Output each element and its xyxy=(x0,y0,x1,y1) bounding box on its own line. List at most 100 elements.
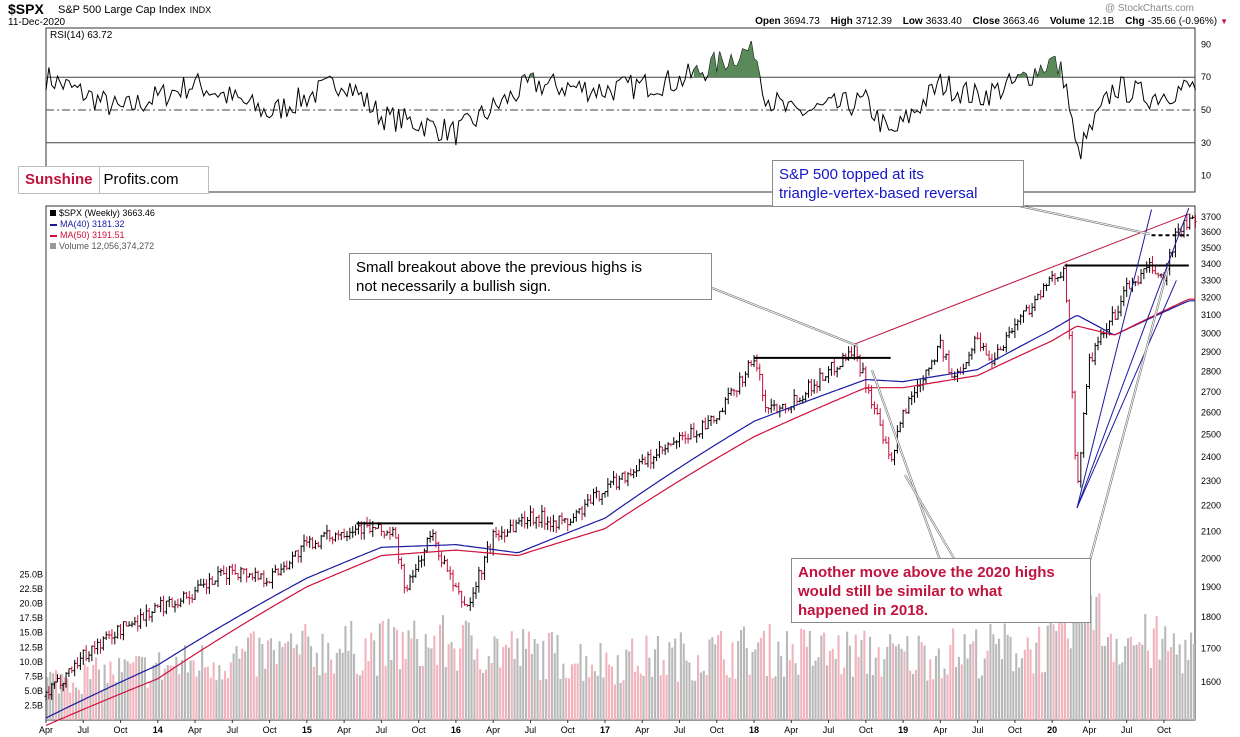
price-tick-label: 2400 xyxy=(1201,452,1221,462)
volume-bar xyxy=(327,642,330,720)
volume-bar xyxy=(338,648,341,720)
price-tick-label: 1600 xyxy=(1201,677,1221,687)
volume-bar xyxy=(791,644,794,720)
volume-bar xyxy=(659,675,662,720)
volume-bar xyxy=(937,648,940,720)
volume-bar xyxy=(393,627,396,720)
volume-bar xyxy=(820,635,823,720)
volume-bar xyxy=(330,659,333,720)
price-legend: $SPX (Weekly) 3663.46 MA(40) 3181.32 MA(… xyxy=(50,208,155,252)
volume-bar xyxy=(152,665,155,720)
volume-bar xyxy=(1038,626,1041,720)
volume-bar xyxy=(599,643,602,720)
volume-bar xyxy=(1127,638,1130,720)
volume-bar xyxy=(923,645,926,720)
callout-pointer-inner xyxy=(1089,267,1169,561)
volume-bar xyxy=(702,670,705,720)
volume-bar xyxy=(719,631,722,720)
price-tick-label: 2200 xyxy=(1201,500,1221,510)
volume-bar xyxy=(183,645,186,720)
volume-bar xyxy=(315,652,318,720)
volume-bar xyxy=(676,681,679,720)
x-tick-label: Jul xyxy=(674,725,686,735)
volume-bar xyxy=(966,658,969,720)
volume-bar xyxy=(877,647,880,720)
volume-bar xyxy=(1155,615,1158,720)
price-tick-label: 2800 xyxy=(1201,367,1221,377)
volume-bar xyxy=(573,663,576,720)
volume-bar xyxy=(674,638,677,720)
volume-bar xyxy=(866,673,869,720)
volume-bar xyxy=(1115,638,1118,720)
volume-bar xyxy=(977,678,980,720)
volume-bar xyxy=(238,658,241,720)
volume-bar xyxy=(1190,632,1193,720)
volume-bar xyxy=(1075,621,1078,720)
volume-bar xyxy=(765,676,768,720)
support-line xyxy=(1076,280,1177,509)
volume-bar xyxy=(912,674,915,720)
volume-bar xyxy=(883,659,886,720)
price-tick-label: 3600 xyxy=(1201,227,1221,237)
x-tick-label: Jul xyxy=(376,725,388,735)
volume-bar xyxy=(398,669,401,720)
volume-bar xyxy=(1018,667,1021,720)
volume-bar xyxy=(590,664,593,720)
price-panel xyxy=(44,213,1197,726)
volume-bar xyxy=(616,655,619,720)
volume-bar xyxy=(547,632,550,720)
volume-bar xyxy=(785,631,788,720)
volume-bar xyxy=(576,663,579,720)
volume-bar xyxy=(100,691,103,720)
volume-bar xyxy=(602,677,605,720)
volume-bar xyxy=(952,628,955,720)
volume-bar xyxy=(519,666,522,720)
volume-bar xyxy=(384,665,387,720)
volume-bar xyxy=(272,649,275,720)
volume-bar xyxy=(115,682,118,720)
rsi-tick-label: 10 xyxy=(1201,171,1211,181)
rsi-line xyxy=(45,40,1196,160)
volume-bar xyxy=(1192,643,1195,720)
x-tick-label: Apr xyxy=(1082,725,1096,735)
volume-bar xyxy=(513,658,516,720)
close-value: 3663.46 xyxy=(1002,16,1040,27)
volume-bar xyxy=(969,644,972,720)
volume-bar xyxy=(229,662,232,720)
volume-bar xyxy=(1149,668,1152,720)
volume-bar xyxy=(453,648,456,720)
volume-bar xyxy=(731,642,734,720)
volume-bar xyxy=(430,648,433,720)
volume-bar xyxy=(929,659,932,720)
volume-bar xyxy=(1020,658,1023,720)
volume-bar xyxy=(722,659,725,720)
volume-bar xyxy=(347,650,350,720)
volume-bar xyxy=(456,670,459,720)
volume-tick-label: 17.5B xyxy=(19,613,43,623)
price-tick-label: 1700 xyxy=(1201,644,1221,654)
volume-bar xyxy=(318,675,321,720)
volume-bar xyxy=(550,632,553,720)
volume-bar xyxy=(1055,631,1058,720)
volume-bar xyxy=(1063,615,1066,720)
volume-bar xyxy=(840,674,843,720)
volume-bar xyxy=(1029,649,1032,720)
volume-bar xyxy=(97,669,100,720)
callout-pointer-inner xyxy=(1014,204,1151,235)
volume-bar xyxy=(619,682,622,720)
volume-bar xyxy=(479,669,482,720)
volume-bar xyxy=(880,676,883,720)
volume-bar xyxy=(992,634,995,720)
volume-bar xyxy=(794,663,797,720)
volume-bar xyxy=(247,637,250,720)
volume-bar xyxy=(473,659,476,720)
volume-bar xyxy=(1178,644,1181,720)
volume-bar xyxy=(66,678,69,720)
rsi-overbought-fill xyxy=(521,74,525,78)
volume-bar xyxy=(754,649,757,720)
x-tick-label: Jul xyxy=(823,725,835,735)
volume-bar xyxy=(364,638,367,720)
volume-bar xyxy=(169,665,172,720)
volume-bar xyxy=(1161,638,1164,720)
volume-bar xyxy=(1012,671,1015,720)
